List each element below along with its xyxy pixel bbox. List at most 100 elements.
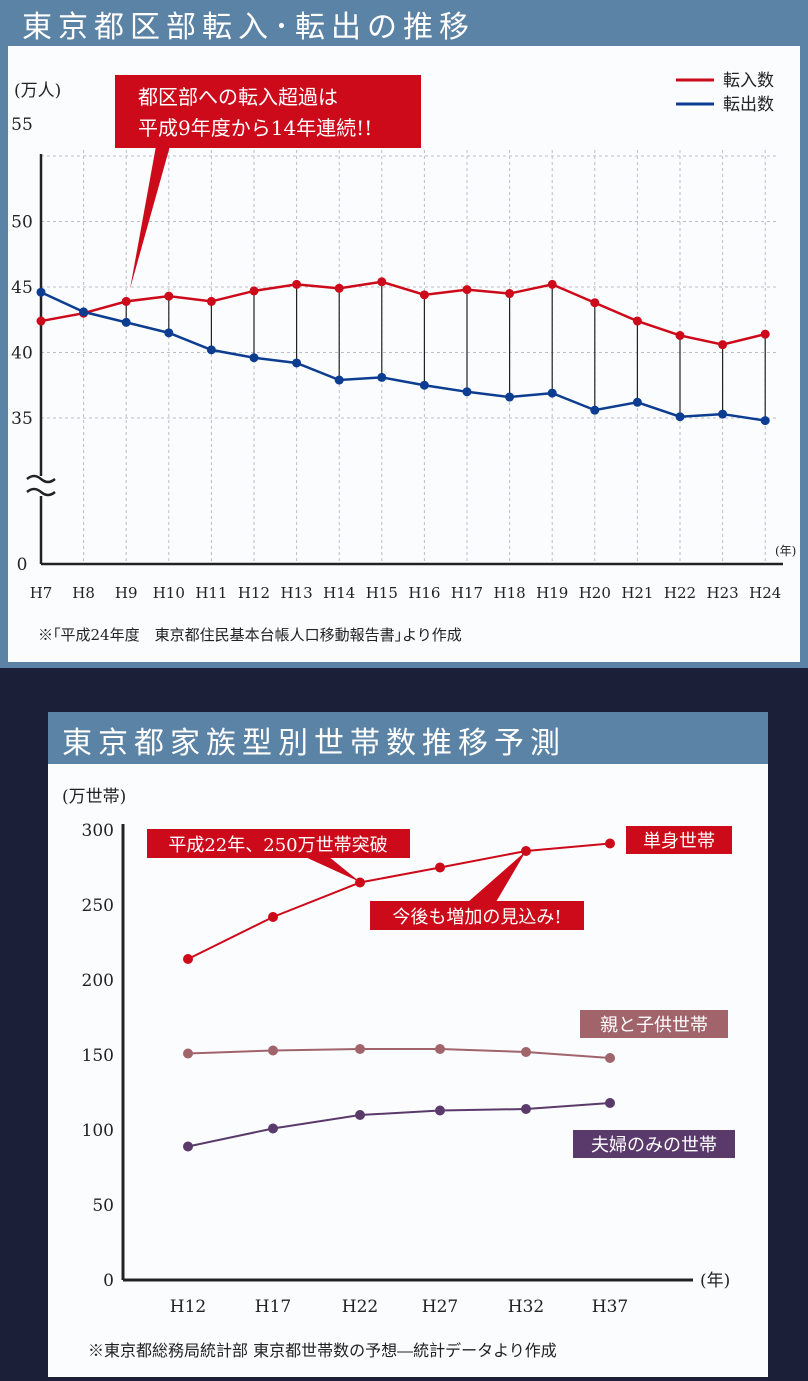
- series-line-couple: [187, 1102, 611, 1148]
- source-note: ※東京都総務局統計部 東京都世帯数の予想―統計データより作成: [88, 1341, 557, 1360]
- data-point: [521, 1047, 531, 1057]
- legend-label: 転出数: [723, 95, 774, 115]
- data-point-outflow: [590, 405, 600, 415]
- x-tick-label: H12: [238, 584, 270, 602]
- y-tick-label: 100: [82, 1121, 114, 1141]
- y-tick-label: 300: [82, 821, 114, 841]
- data-point-inflow: [164, 291, 174, 301]
- x-tick-label: H18: [494, 584, 526, 602]
- data-point: [355, 1044, 365, 1054]
- callout-pointer: [468, 851, 526, 902]
- source-note: ※｢平成24年度 東京都住民基本台帳人口移動報告書｣より作成: [38, 626, 462, 644]
- callout-box: [147, 829, 410, 858]
- data-point: [435, 1105, 445, 1116]
- y-tick-label: 50: [92, 1196, 114, 1216]
- x-axis-unit: (年): [700, 1271, 730, 1291]
- x-axis-unit: (年): [775, 544, 796, 558]
- data-point-outflow: [334, 375, 344, 385]
- callout-pointer: [130, 146, 170, 289]
- data-point-outflow: [249, 353, 259, 363]
- data-point-inflow: [121, 296, 131, 306]
- data-point: [183, 1141, 193, 1152]
- data-point: [605, 1053, 615, 1063]
- x-tick-label: H37: [592, 1297, 628, 1317]
- data-point-outflow: [206, 345, 216, 355]
- data-point: [355, 1110, 365, 1120]
- data-point-outflow: [462, 387, 472, 397]
- x-tick-label: H10: [153, 584, 185, 602]
- y-axis-unit: (万人): [14, 81, 61, 101]
- series-line-inflow: [40, 280, 766, 346]
- y-tick-label: 200: [82, 971, 114, 991]
- series-line-parent-child: [187, 1048, 611, 1059]
- callout-box: [370, 901, 584, 930]
- callout-text: 都区部への転入超過は: [138, 85, 338, 109]
- data-point: [268, 1045, 278, 1056]
- data-point-outflow: [79, 307, 89, 317]
- callout-pointer: [303, 856, 360, 882]
- data-point: [521, 1104, 531, 1114]
- x-tick-label: H14: [323, 584, 355, 602]
- panel-body: 55 50 45 40 35 0 (万人) (年) H7 H8 H9 H10 H11 H12 H13 H14 H…: [8, 46, 800, 662]
- data-point-inflow: [632, 316, 642, 326]
- series-label-box: [573, 1130, 735, 1158]
- migration-chart: 55 50 45 40 35 0 (万人) (年) H7 H8 H9 H10 H11 H12 H13 H14 H…: [11, 71, 796, 644]
- data-point-inflow: [249, 286, 259, 296]
- data-point-outflow: [760, 416, 770, 426]
- series-label: 親と子供世帯: [600, 1015, 708, 1036]
- data-point-inflow: [292, 279, 302, 289]
- data-point-inflow: [675, 330, 685, 340]
- x-tick-label: H7: [30, 584, 53, 602]
- y-tick-label: 55: [11, 115, 33, 135]
- y-tick-label: 0: [103, 1271, 114, 1291]
- series-line-outflow: [40, 291, 766, 422]
- x-tick-label: H20: [579, 584, 611, 602]
- panel-households: 東京都家族型別世帯数推移予測 300 250 200 150 100 50 0 (万世帯) (年…: [48, 712, 768, 1377]
- callout-box: [115, 75, 421, 148]
- series-label: 単身世帯: [643, 831, 715, 852]
- data-point-inflow: [462, 285, 472, 295]
- axis-break-mark: [26, 487, 56, 497]
- x-tick-label: H12: [170, 1297, 206, 1317]
- data-point-outflow: [164, 328, 174, 338]
- data-point-inflow: [377, 277, 387, 287]
- x-tick-label: H27: [422, 1297, 458, 1317]
- data-point-outflow: [675, 412, 685, 422]
- household-chart: 300 250 200 150 100 50 0 (万世帯) (年) H12 H17 H22 H27 H3…: [62, 787, 735, 1360]
- data-point: [355, 877, 365, 888]
- x-tick-label: H16: [408, 584, 440, 602]
- data-point: [605, 1098, 615, 1108]
- data-point-outflow: [632, 397, 642, 407]
- data-point-outflow: [121, 317, 131, 327]
- x-tick-label: H13: [281, 584, 313, 602]
- callout-text: 平成9年度から14年連続!!: [138, 116, 372, 140]
- panel-title: 東京都区部転入･転出の推移: [22, 10, 475, 45]
- x-tick-label: H32: [508, 1297, 544, 1317]
- data-point-outflow: [419, 380, 429, 390]
- data-point: [268, 1123, 278, 1134]
- x-tick-label: H8: [72, 584, 95, 602]
- y-tick-label: 50: [11, 213, 33, 233]
- data-point-inflow: [718, 340, 728, 350]
- data-point-outflow: [505, 392, 515, 402]
- x-tick-label: H22: [664, 584, 696, 602]
- data-point-outflow: [292, 358, 302, 368]
- data-point: [435, 1044, 445, 1054]
- data-point-inflow: [334, 283, 344, 293]
- panel-title: 東京都家族型別世帯数推移予測: [62, 726, 566, 761]
- x-tick-label: H17: [451, 584, 483, 602]
- y-tick-label: 250: [82, 896, 114, 916]
- data-point-outflow: [377, 372, 387, 382]
- y-tick-label: 45: [11, 278, 33, 298]
- callout-text: 平成22年、250万世帯突破: [168, 835, 387, 856]
- panel-migration: 東京都区部転入･転出の推移 55 50 45 40 35 0 (万人) (年) H7 H8 H9 H1…: [0, 0, 808, 668]
- data-point: [183, 1048, 193, 1059]
- data-point-outflow: [36, 287, 46, 297]
- x-tick-label: H11: [195, 584, 227, 602]
- data-point-inflow: [419, 290, 429, 300]
- data-point: [183, 954, 193, 964]
- data-point: [268, 912, 278, 922]
- x-tick-label: H19: [536, 584, 568, 602]
- data-point-outflow: [718, 409, 728, 419]
- x-tick-label: H15: [366, 584, 398, 602]
